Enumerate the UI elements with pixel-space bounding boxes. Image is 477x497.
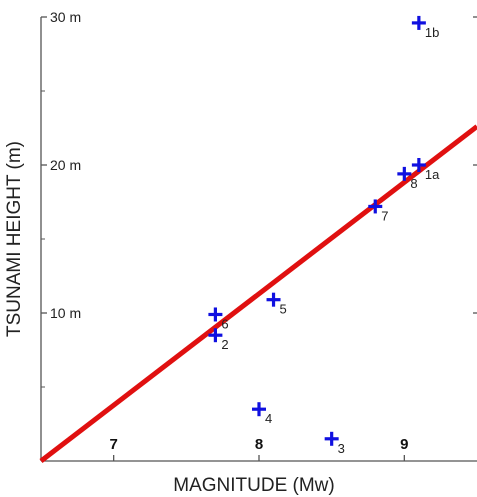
x-tick-label: 9: [400, 436, 408, 453]
y-axis-title: TSUNAMI HEIGHT (m): [4, 141, 25, 337]
y-tick-label: 20 m: [50, 157, 81, 173]
data-point: [208, 328, 223, 343]
data-point-label: 6: [221, 316, 228, 331]
data-point: [411, 15, 426, 30]
data-point-label: 5: [280, 302, 287, 317]
data-point: [266, 292, 281, 307]
x-tick-label: 7: [109, 436, 117, 453]
data-point-label: 1b: [425, 25, 439, 40]
axes: 10 m 20 m 30 m 7 8 9: [40, 9, 477, 462]
data-point: [368, 199, 383, 214]
data-point: [324, 431, 339, 446]
data-point-label: 4: [265, 411, 272, 426]
y-tick-label: 30 m: [50, 9, 81, 25]
data-point: [397, 166, 412, 181]
data-point: [252, 402, 266, 417]
x-tick-label: 8: [255, 436, 263, 453]
fit-line-group: [39, 124, 477, 463]
data-point-label: 1a: [425, 167, 440, 182]
data-point-label: 3: [338, 441, 345, 456]
data-point: [208, 307, 223, 322]
x-axis-title: MAGNITUDE (Mw): [173, 475, 334, 496]
data-point-label: 7: [381, 208, 388, 223]
y-tick-label: 10 m: [50, 305, 81, 321]
data-points: 1b 1a 8 7 6 5 2 4 3: [208, 15, 440, 456]
data-point-label: 2: [221, 337, 228, 352]
fit-line: [39, 124, 477, 463]
data-point: [411, 158, 426, 172]
data-point-label: 8: [410, 176, 417, 191]
